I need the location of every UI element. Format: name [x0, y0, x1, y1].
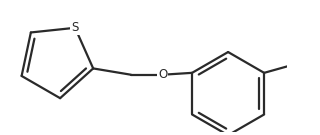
Text: O: O: [158, 68, 167, 81]
Text: S: S: [71, 21, 79, 34]
